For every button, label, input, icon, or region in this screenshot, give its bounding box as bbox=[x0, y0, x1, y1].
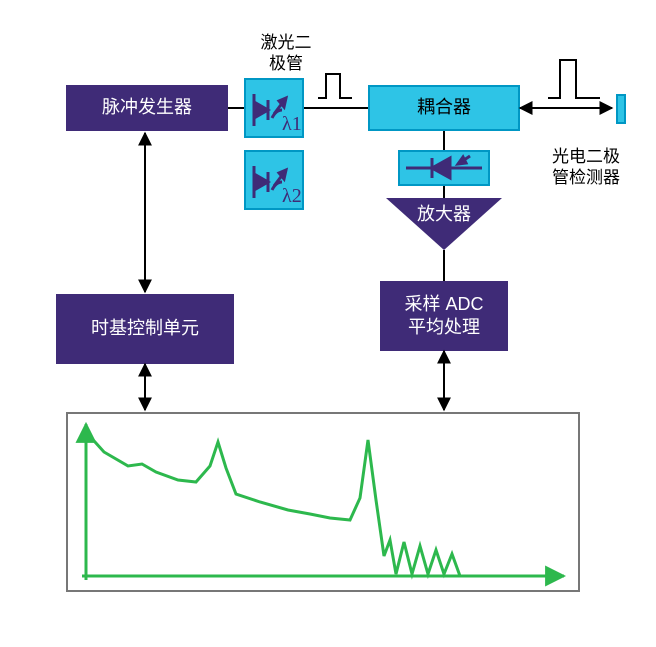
laser-diode-title: 激光二 极管 bbox=[246, 32, 326, 75]
pulse-small-icon bbox=[318, 74, 352, 98]
sampling-adc-label-1: 采样 ADC bbox=[404, 293, 483, 316]
time-base-control-block: 时基控制单元 bbox=[56, 294, 234, 364]
coupler-label: 耦合器 bbox=[417, 96, 471, 119]
laser-diode-1-block: λ1 bbox=[244, 78, 304, 138]
coupler-block: 耦合器 bbox=[368, 85, 520, 131]
photodiode-detector-title: 光电二极 管检测器 bbox=[536, 146, 636, 189]
trace-window bbox=[66, 412, 580, 592]
laser-diode-2-block: λ2 bbox=[244, 150, 304, 210]
lambda1-label: λ1 bbox=[282, 113, 302, 135]
photodiode-icon bbox=[400, 152, 488, 184]
laser-diode-icon: λ2 bbox=[246, 152, 302, 208]
amplifier-block bbox=[386, 198, 502, 250]
time-base-control-label: 时基控制单元 bbox=[91, 317, 199, 340]
pulse-generator-block: 脉冲发生器 bbox=[66, 85, 228, 131]
amplifier-label: 放大器 bbox=[417, 204, 471, 224]
pulse-generator-label: 脉冲发生器 bbox=[102, 96, 192, 119]
photodiode-detector-block bbox=[398, 150, 490, 186]
sampling-adc-label-2: 平均处理 bbox=[408, 316, 480, 339]
output-endcap bbox=[616, 94, 626, 124]
lambda2-label: λ2 bbox=[282, 185, 302, 207]
laser-diode-icon: λ1 bbox=[246, 80, 302, 136]
pulse-tall-icon bbox=[548, 60, 600, 98]
sampling-adc-block: 采样 ADC 平均处理 bbox=[380, 281, 508, 351]
